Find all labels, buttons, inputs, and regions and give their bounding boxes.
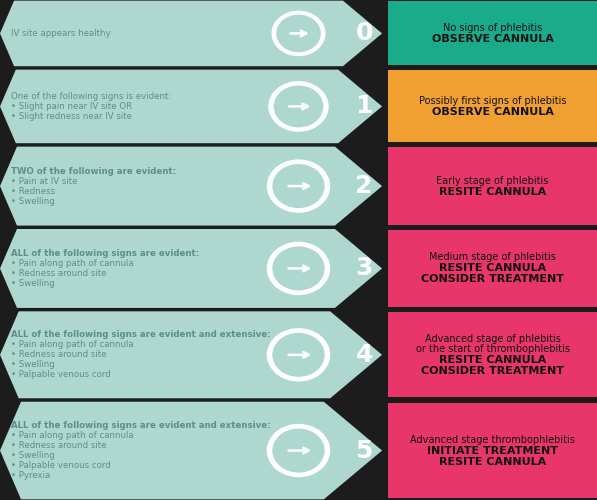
Text: • Palpable venous cord: • Palpable venous cord <box>11 461 110 470</box>
Circle shape <box>267 242 330 294</box>
Text: OBSERVE CANNULA: OBSERVE CANNULA <box>432 34 553 44</box>
Bar <box>388 312 597 398</box>
Circle shape <box>272 12 325 56</box>
Text: • Redness: • Redness <box>11 186 55 196</box>
Text: • Swelling: • Swelling <box>11 360 54 370</box>
Circle shape <box>267 160 330 212</box>
Text: or the start of thrombophlebitis: or the start of thrombophlebitis <box>416 344 570 354</box>
Text: OBSERVE CANNULA: OBSERVE CANNULA <box>432 107 553 117</box>
Text: ALL of the following signs are evident and extensive:: ALL of the following signs are evident a… <box>11 421 270 430</box>
Text: INITIATE TREATMENT: INITIATE TREATMENT <box>427 446 558 456</box>
Bar <box>343 0 385 500</box>
Text: RESITE CANNULA: RESITE CANNULA <box>439 355 546 365</box>
Bar <box>388 230 597 307</box>
Text: • Pain along path of cannula: • Pain along path of cannula <box>11 431 133 440</box>
Polygon shape <box>0 70 382 143</box>
Circle shape <box>269 82 328 131</box>
Circle shape <box>273 247 324 290</box>
Text: 2: 2 <box>355 174 373 198</box>
Polygon shape <box>0 146 382 226</box>
Text: • Slight pain near IV site OR: • Slight pain near IV site OR <box>11 102 132 111</box>
Text: CONSIDER TREATMENT: CONSIDER TREATMENT <box>421 366 564 376</box>
Text: TWO of the following are evident:: TWO of the following are evident: <box>11 166 176 175</box>
Text: No signs of phlebitis: No signs of phlebitis <box>443 23 542 33</box>
Polygon shape <box>0 312 382 398</box>
Text: 4: 4 <box>355 343 373 367</box>
Text: CONSIDER TREATMENT: CONSIDER TREATMENT <box>421 274 564 284</box>
Text: • Pain at IV site: • Pain at IV site <box>11 176 77 186</box>
Text: • Pyrexia: • Pyrexia <box>11 471 50 480</box>
Circle shape <box>267 329 330 381</box>
Circle shape <box>274 86 323 126</box>
Bar <box>388 148 597 224</box>
Circle shape <box>273 165 324 208</box>
Text: • Redness around site: • Redness around site <box>11 269 106 278</box>
Text: Early stage of phlebitis: Early stage of phlebitis <box>436 176 549 186</box>
Text: Possibly first signs of phlebitis: Possibly first signs of phlebitis <box>418 96 567 106</box>
Text: RESITE CANNULA: RESITE CANNULA <box>439 264 546 274</box>
Polygon shape <box>0 402 382 500</box>
Text: • Redness around site: • Redness around site <box>11 441 106 450</box>
Text: • Swelling: • Swelling <box>11 451 54 460</box>
Text: RESITE CANNULA: RESITE CANNULA <box>439 456 546 466</box>
Bar <box>388 2 597 66</box>
Text: • Slight redness near IV site: • Slight redness near IV site <box>11 112 132 121</box>
Text: • Pain along path of cannula: • Pain along path of cannula <box>11 259 133 268</box>
Text: 3: 3 <box>355 256 373 280</box>
Text: • Pain along path of cannula: • Pain along path of cannula <box>11 340 133 349</box>
Polygon shape <box>0 0 382 66</box>
Bar <box>388 70 597 142</box>
Circle shape <box>273 429 324 472</box>
Circle shape <box>273 334 324 376</box>
Circle shape <box>277 16 320 52</box>
Text: • Palpable venous cord: • Palpable venous cord <box>11 370 110 380</box>
Text: Advanced stage thrombophlebitis: Advanced stage thrombophlebitis <box>410 434 575 444</box>
Text: 0: 0 <box>355 22 373 46</box>
Text: RESITE CANNULA: RESITE CANNULA <box>439 186 546 196</box>
Text: 5: 5 <box>355 438 373 462</box>
Polygon shape <box>0 229 382 308</box>
Text: • Swelling: • Swelling <box>11 279 54 288</box>
Circle shape <box>267 424 330 476</box>
Text: • Redness around site: • Redness around site <box>11 350 106 360</box>
Text: • Swelling: • Swelling <box>11 196 54 205</box>
Text: Medium stage of phlebitis: Medium stage of phlebitis <box>429 252 556 262</box>
Text: IV site appears healthy: IV site appears healthy <box>11 29 110 38</box>
Text: One of the following signs is evident:: One of the following signs is evident: <box>11 92 171 101</box>
Bar <box>388 402 597 498</box>
Text: Advanced stage of phlebitis: Advanced stage of phlebitis <box>424 334 561 344</box>
Text: 1: 1 <box>355 94 373 118</box>
Text: ALL of the following signs are evident and extensive:: ALL of the following signs are evident a… <box>11 330 270 340</box>
Text: ALL of the following signs are evident:: ALL of the following signs are evident: <box>11 249 199 258</box>
